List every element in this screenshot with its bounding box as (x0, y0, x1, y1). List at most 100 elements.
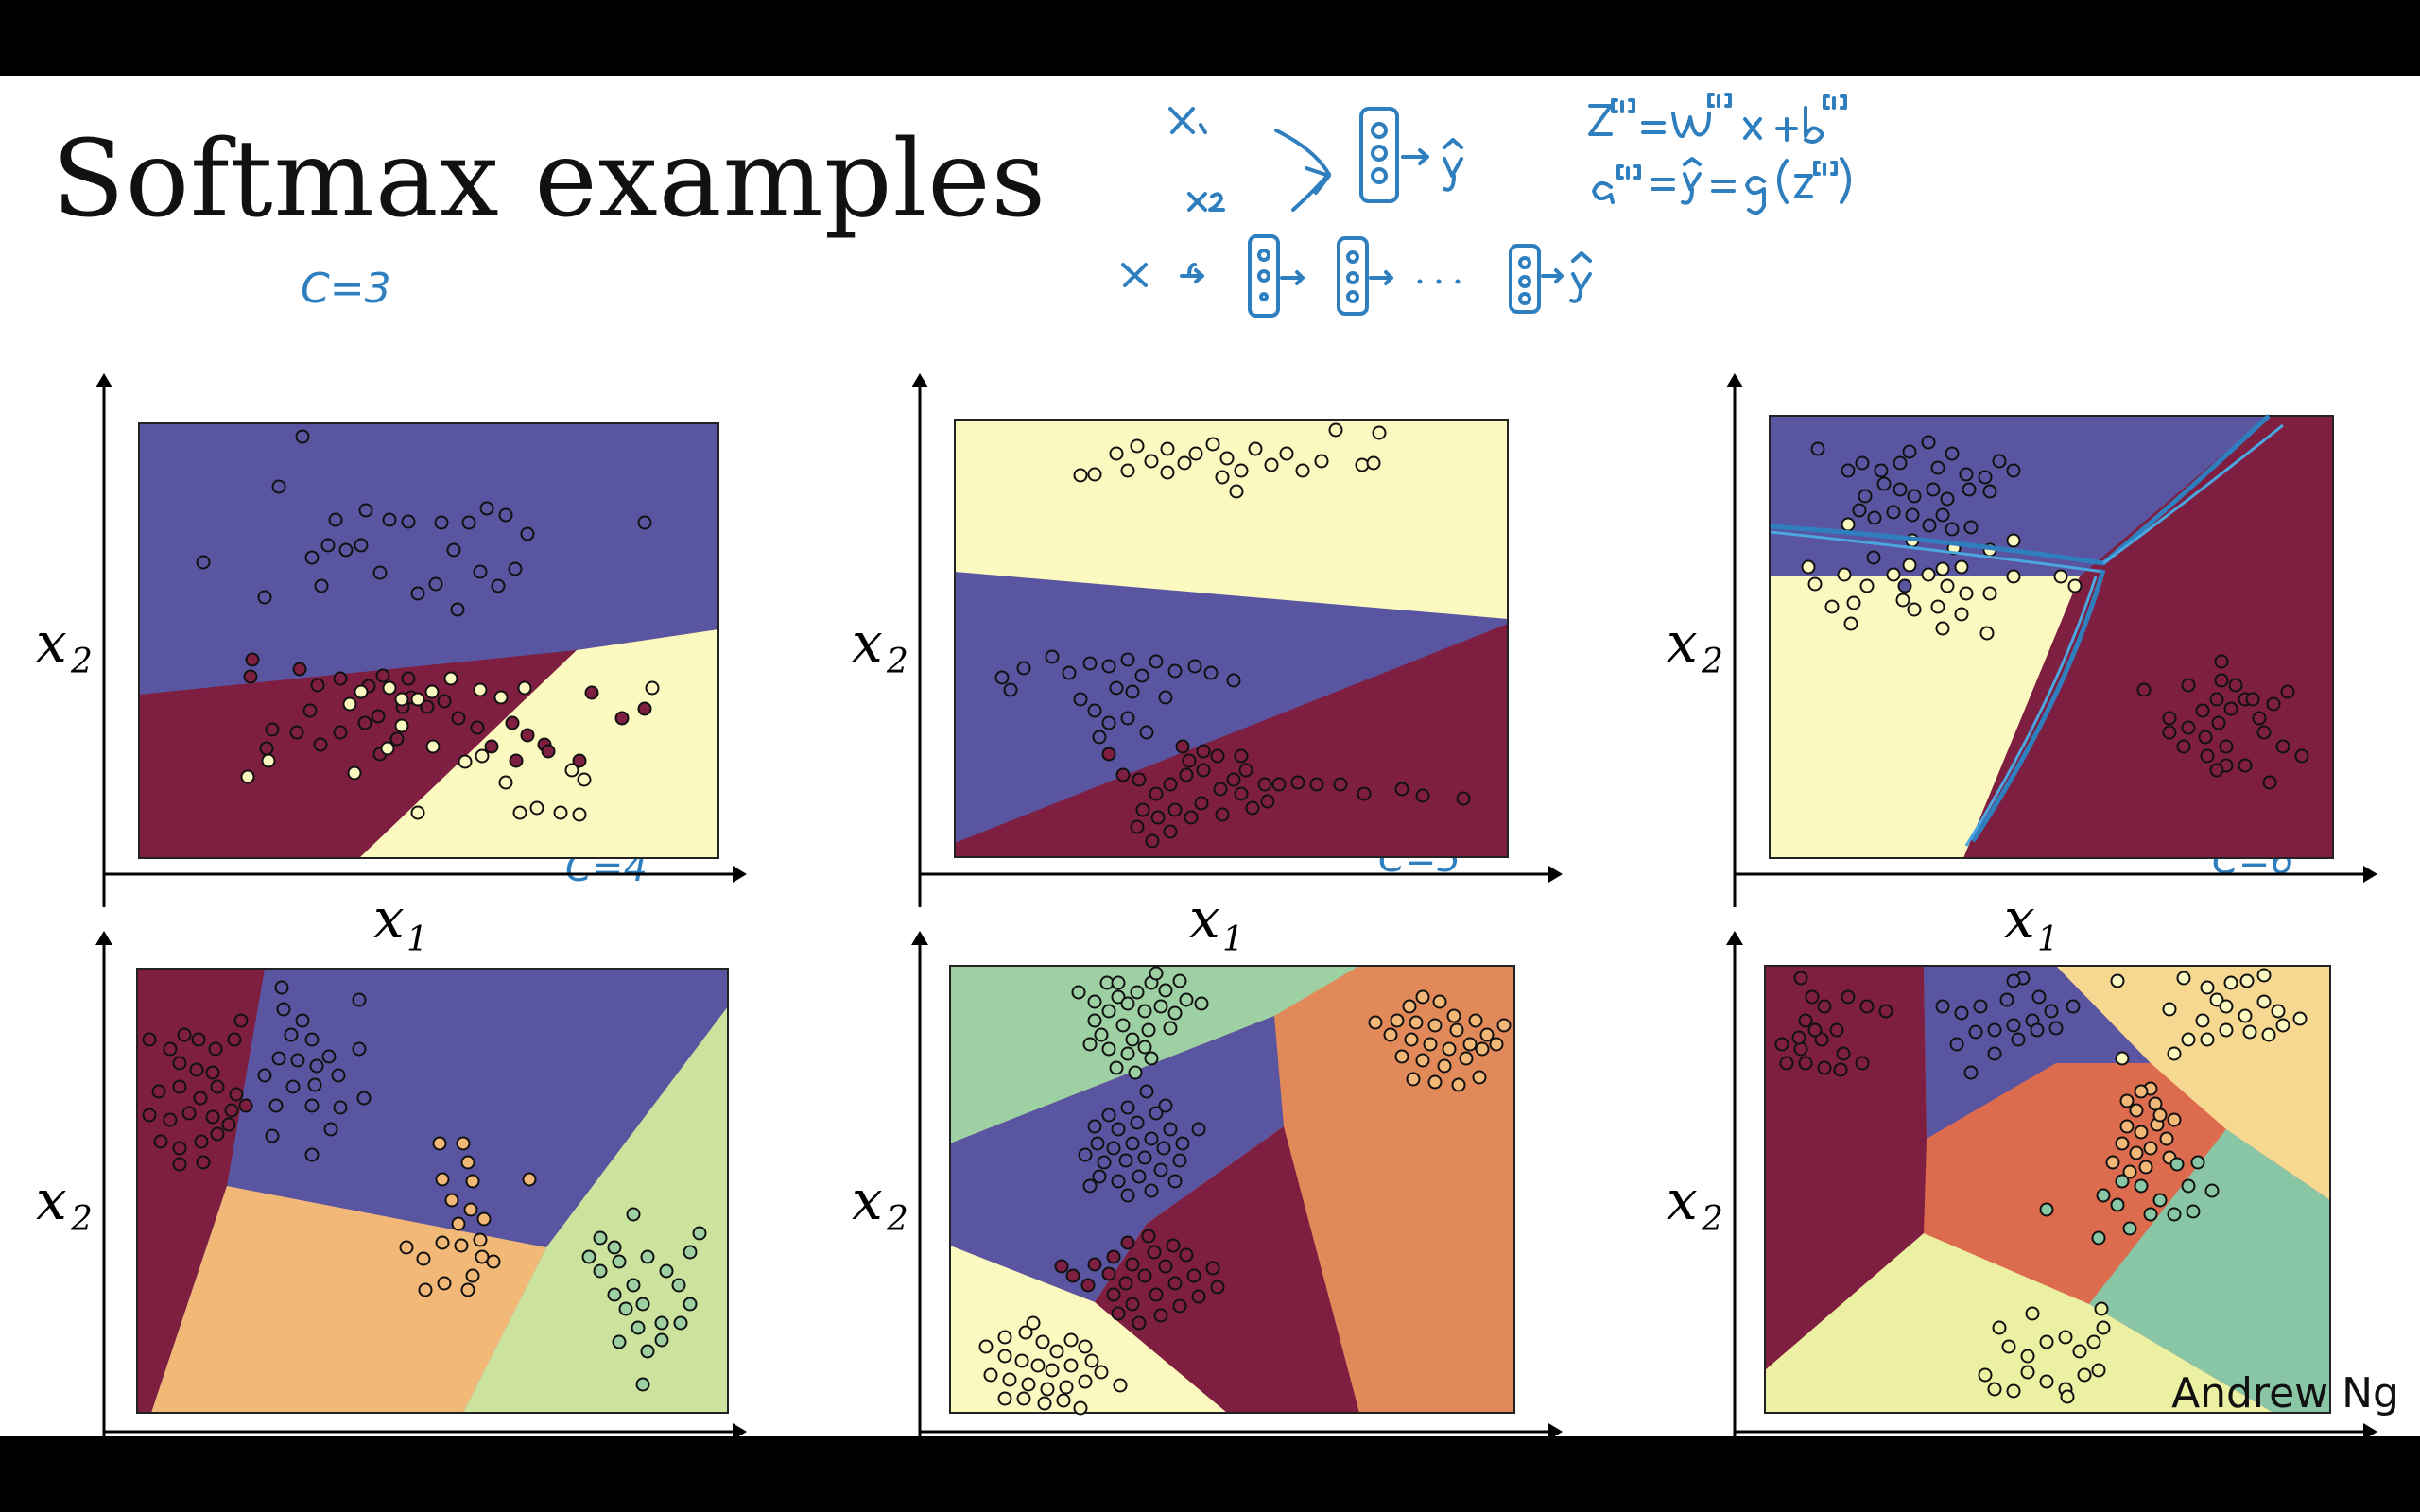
data-point (1234, 463, 1249, 478)
y-axis-label: x (1667, 610, 1698, 675)
data-point (1153, 1162, 1168, 1177)
data-point (1824, 599, 1840, 614)
data-point (1111, 1174, 1126, 1189)
data-point (1837, 567, 1852, 582)
data-point (394, 718, 409, 733)
data-point (2167, 1207, 2182, 1222)
data-point (1056, 1393, 1071, 1408)
data-point (1059, 1380, 1074, 1395)
data-point (654, 1315, 669, 1331)
data-point (1073, 692, 1088, 707)
data-point (1101, 747, 1116, 762)
y-axis-subscript: 2 (886, 643, 908, 681)
data-point (238, 1098, 253, 1113)
data-point (1866, 550, 1881, 565)
data-point (584, 685, 599, 700)
data-point (637, 515, 652, 530)
data-point (1355, 457, 1370, 472)
data-point (1109, 680, 1124, 696)
data-point (1290, 775, 1305, 790)
data-point (243, 669, 258, 684)
region-green-light (463, 1006, 728, 1413)
network-sketch (1121, 107, 1592, 318)
data-point (2245, 692, 2260, 707)
data-point (2162, 1002, 2177, 1017)
data-point (172, 1157, 187, 1172)
data-point (1125, 1297, 1140, 1312)
data-point (1451, 1077, 1466, 1092)
data-point (1141, 1022, 1156, 1038)
data-point (331, 1068, 346, 1083)
data-point (1271, 777, 1287, 792)
data-point (1817, 1060, 1832, 1075)
data-point (1205, 1261, 1220, 1276)
data-point (1092, 730, 1107, 745)
data-point (1999, 992, 2014, 1007)
data-point (479, 501, 494, 516)
data-point (2200, 748, 2215, 764)
data-point (1158, 983, 1173, 998)
data-point (1167, 1276, 1183, 1291)
data-point (221, 1117, 236, 1132)
data-point (2214, 673, 2229, 688)
data-point (1101, 1041, 1116, 1057)
data-point (205, 1109, 220, 1125)
data-point (1383, 1027, 1398, 1042)
data-point (1895, 593, 1910, 608)
data-point (389, 731, 405, 747)
data-point (1179, 1247, 1194, 1263)
data-point (1003, 682, 1018, 697)
panel-c4-plot: x 1 x 2 (36, 931, 747, 1436)
data-point (1153, 1308, 1168, 1323)
data-point (2091, 1363, 2106, 1378)
data-point (352, 1041, 367, 1057)
data-point (2039, 1374, 2054, 1389)
data-point (1940, 491, 1955, 507)
data-point (1065, 1268, 1080, 1283)
data-point (2252, 711, 2267, 726)
data-point (1886, 567, 1901, 582)
data-point (2292, 1011, 2308, 1026)
data-point (194, 1134, 209, 1149)
data-point (1959, 467, 1974, 482)
data-point (1245, 800, 1260, 816)
data-point (2167, 1112, 2182, 1127)
data-point (1954, 559, 1969, 575)
data-point (626, 1207, 641, 1222)
data-point (1092, 1169, 1107, 1184)
data-point (2020, 1349, 2035, 1364)
plot-frame (1764, 965, 2331, 1414)
region-peach (2056, 966, 2330, 1200)
data-point (1149, 654, 1164, 669)
data-point (461, 515, 476, 530)
data-point (153, 1134, 168, 1149)
y-axis-label: x (852, 1168, 883, 1232)
data-point (1125, 1032, 1140, 1047)
data-point (1130, 1115, 1145, 1130)
data-point (1798, 1056, 1813, 1071)
data-point (529, 800, 544, 816)
y-axis-subscript: 2 (70, 643, 93, 681)
data-point (1886, 505, 1901, 520)
data-point (2242, 1024, 2257, 1040)
data-point (1205, 437, 1220, 452)
data-point (1940, 578, 1955, 593)
data-point (1372, 425, 1387, 440)
data-point (1049, 1344, 1064, 1359)
data-point (1238, 763, 1253, 778)
data-point (257, 590, 272, 605)
data-point (626, 1278, 641, 1293)
data-point (1893, 482, 1908, 497)
data-point (1394, 782, 1409, 797)
data-point (357, 715, 372, 730)
data-point (1406, 1072, 1421, 1087)
data-point (1801, 559, 1816, 575)
data-point (320, 538, 336, 553)
data-point (1878, 1004, 1893, 1019)
data-point (2159, 1131, 2174, 1146)
data-point (451, 711, 466, 726)
data-point (1139, 1084, 1154, 1099)
data-point (163, 1041, 178, 1057)
data-point (1841, 463, 1856, 478)
data-point (1175, 1136, 1190, 1151)
